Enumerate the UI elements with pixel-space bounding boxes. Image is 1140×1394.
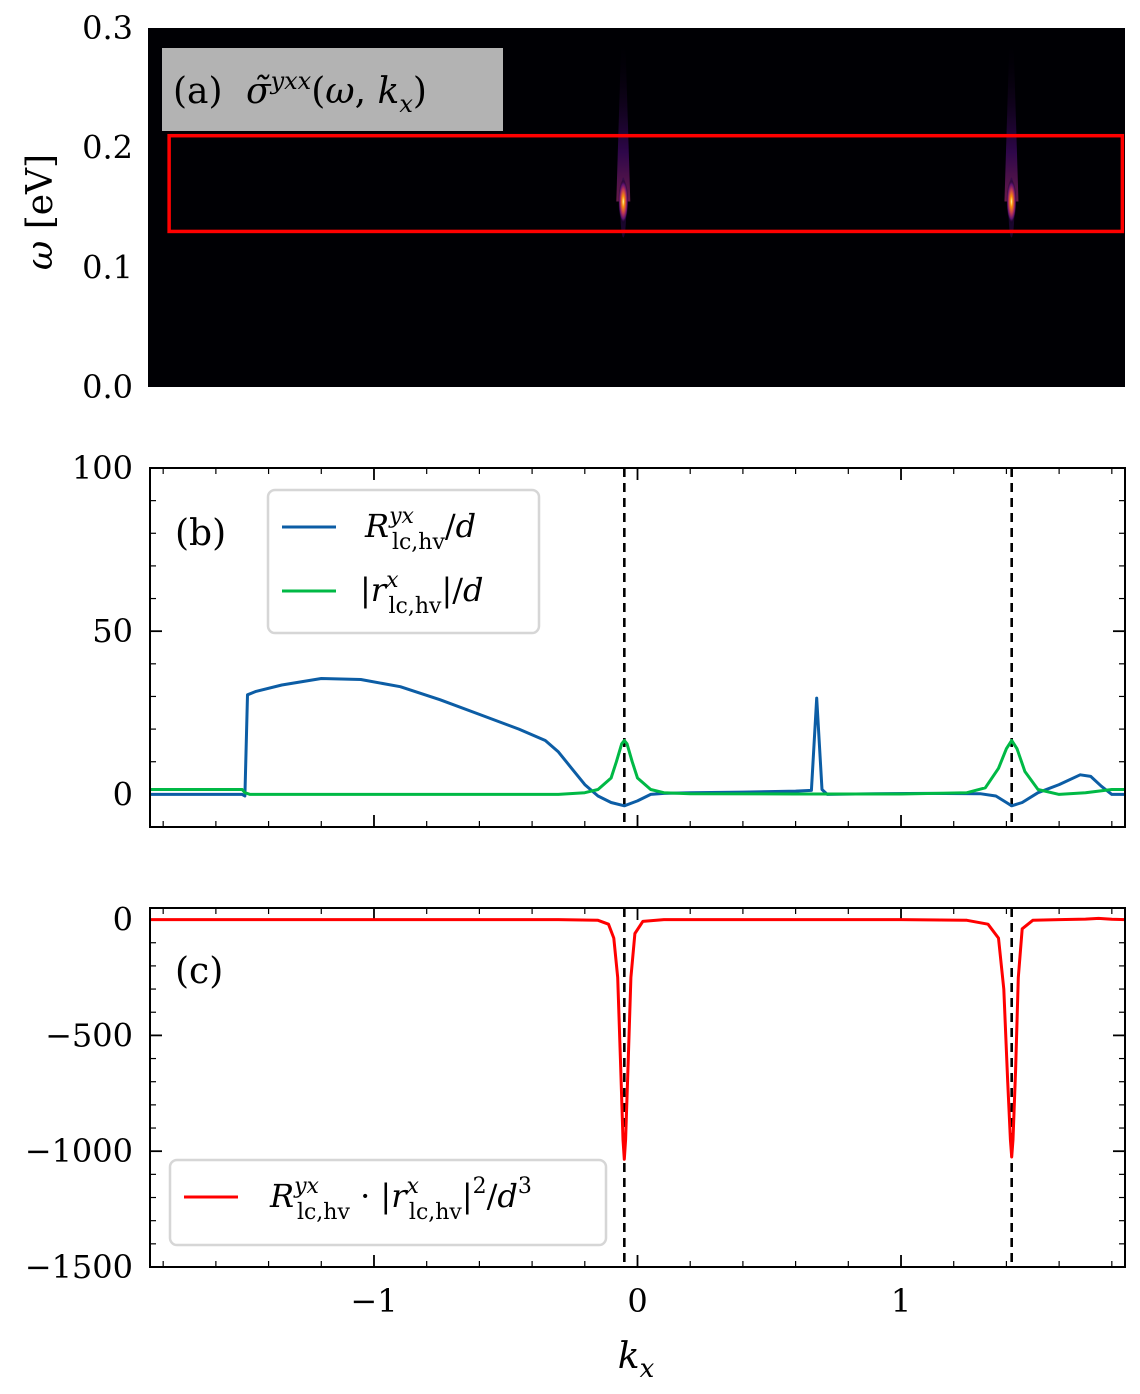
panel-a-label: (a) <box>173 71 223 112</box>
panel-c-xlabel: kx <box>618 1336 655 1384</box>
x-tick-label: 1 <box>891 1282 911 1320</box>
panel-a-yticks: 0.0 0.1 0.2 0.3 <box>82 9 133 406</box>
hotspot-streak-1 <box>1004 38 1019 202</box>
panel-c-yticks: −1500 −1000 −500 0 <box>25 901 133 1286</box>
hotspot-0 <box>618 179 629 224</box>
series-line-0 <box>150 677 1125 808</box>
y-tick-label: −500 <box>45 1016 133 1054</box>
panel-c-xticks: −1 0 1 <box>350 1282 911 1320</box>
panel-a-ytick-label: 0.0 <box>82 368 133 406</box>
panel-b-legend: Ryx lc,hv/d |rx lc,hv|/d <box>266 488 541 635</box>
panel-c-legend-box <box>168 1158 608 1247</box>
y-tick-label: −1000 <box>25 1132 133 1170</box>
panel-c-legend: Ryx lc,hv · |rx lc,hv|2/d3 <box>168 1158 608 1247</box>
panel-b-yticks: 0 50 100 <box>72 449 133 813</box>
panel-b: 0 50 100 (b) Ryx lc,hv/d |rx lc,hv|/d <box>72 449 1126 828</box>
series-line-0 <box>150 916 1125 1161</box>
panel-a-ytick-label: 0.3 <box>82 9 133 47</box>
legend-label-R: Ryx lc,hv/d <box>364 504 476 555</box>
panel-a-ylabel: ω [eV] <box>20 154 61 270</box>
panel-c-frame <box>149 907 1126 1268</box>
panel-a: (a) σ̃yxx(ω, kx) 0.0 0.1 0.2 0.3 ω [eV] <box>20 9 1125 406</box>
panel-b-vlines <box>623 468 1013 827</box>
panel-c-series <box>150 916 1125 1161</box>
panel-b-label: (b) <box>175 513 226 554</box>
panel-a-ytick-label: 0.2 <box>82 129 133 167</box>
panel-a-label-box <box>162 48 503 131</box>
hotspot-1 <box>1006 179 1017 224</box>
legend-label-product: Ryx lc,hv · |rx lc,hv|2/d3 <box>269 1174 532 1225</box>
highlight-box <box>167 133 1125 234</box>
heatmap-hotspots <box>616 38 1019 238</box>
panel-a-title: σ̃yxx(ω, kx) <box>246 67 427 118</box>
panel-c-label: (c) <box>175 951 223 992</box>
panel-c: −1500 −1000 −500 0 −1 0 1 (c) kx Ryx lc,hv · |… <box>25 901 1126 1384</box>
y-tick-label: 0 <box>113 901 133 939</box>
x-tick-label: 0 <box>627 1282 647 1320</box>
hotspot-streak-0 <box>616 38 631 202</box>
legend-label-r: |rx lc,hv|/d <box>360 568 484 619</box>
y-tick-label: −1500 <box>25 1248 133 1286</box>
panel-b-frame <box>149 467 1126 828</box>
panel-b-series <box>150 677 1125 808</box>
y-tick-label: 0 <box>113 775 133 813</box>
y-tick-label: 100 <box>72 449 133 487</box>
y-tick-label: 50 <box>92 612 133 650</box>
x-tick-label: −1 <box>350 1282 397 1320</box>
panel-c-vlines <box>623 908 1013 1267</box>
panel-a-ytick-label: 0.1 <box>82 248 133 286</box>
series-line-1 <box>150 739 1125 796</box>
